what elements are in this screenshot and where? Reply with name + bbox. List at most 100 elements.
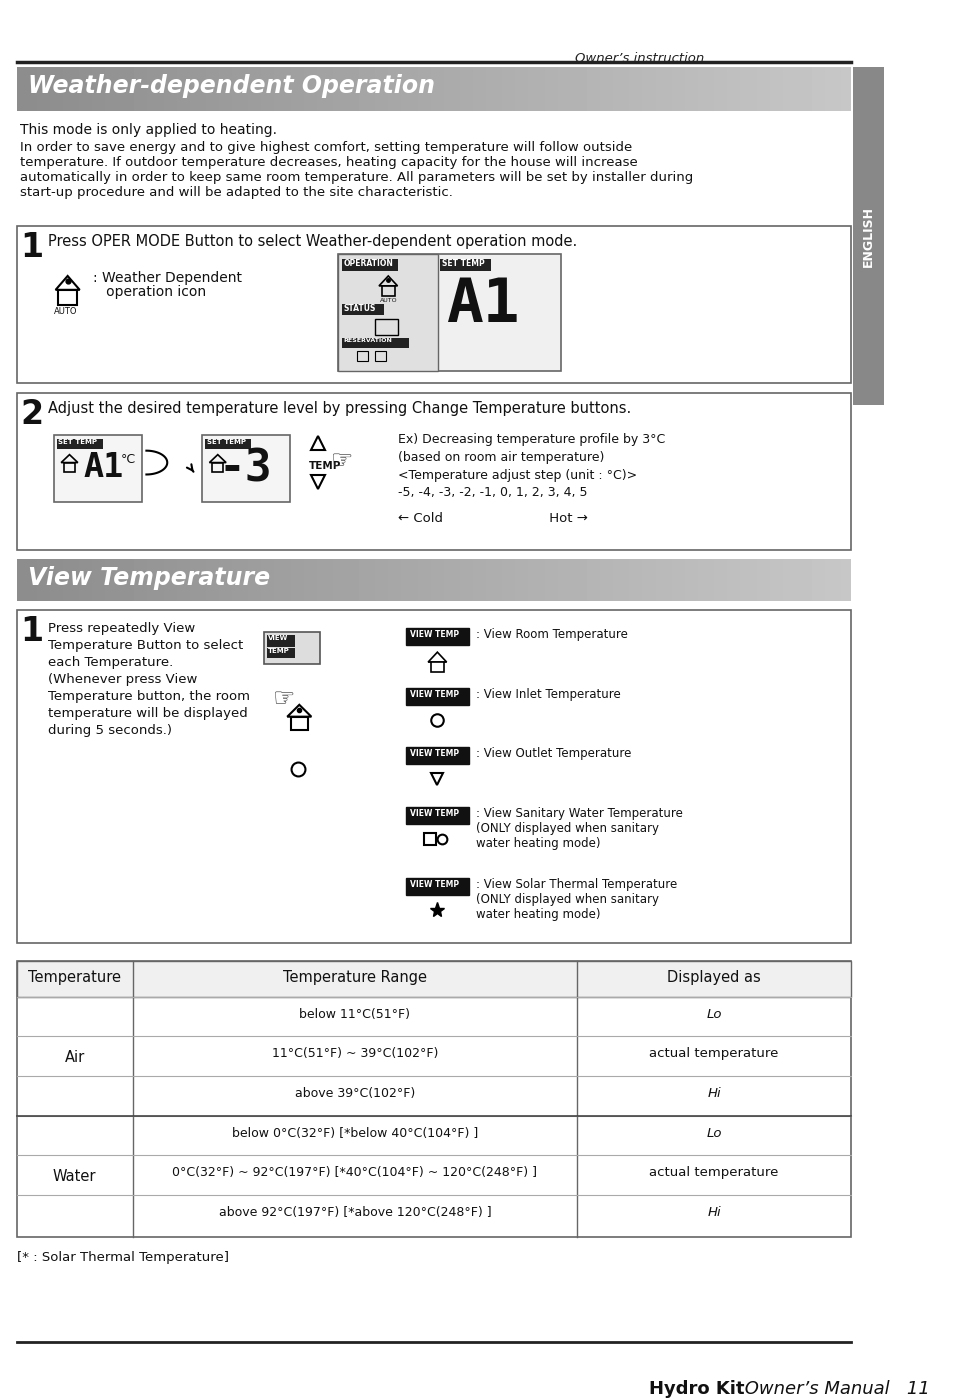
- Bar: [405, 748, 468, 764]
- Bar: [16, 960, 850, 1236]
- Text: 2: 2: [20, 398, 44, 431]
- Bar: [405, 806, 468, 823]
- Text: SET TEMP: SET TEMP: [207, 438, 245, 445]
- Bar: [381, 286, 395, 295]
- Text: Hi: Hi: [706, 1086, 720, 1100]
- Bar: [405, 878, 468, 896]
- Text: SET TEMP: SET TEMP: [58, 438, 97, 445]
- Text: 1: 1: [20, 616, 44, 648]
- Bar: [431, 662, 443, 672]
- Bar: [264, 633, 319, 664]
- Bar: [64, 462, 75, 472]
- Text: Temperature: Temperature: [28, 970, 121, 984]
- Bar: [341, 304, 383, 315]
- Bar: [16, 960, 850, 997]
- Bar: [58, 290, 77, 305]
- Text: In order to save energy and to give highest comfort, setting temperature will fo: In order to save energy and to give high…: [20, 141, 693, 199]
- Text: during 5 seconds.): during 5 seconds.): [49, 724, 172, 736]
- Bar: [405, 629, 468, 645]
- Text: : View Inlet Temperature: : View Inlet Temperature: [476, 687, 620, 701]
- Bar: [291, 717, 307, 729]
- Text: -3: -3: [218, 448, 272, 490]
- Text: : Weather Dependent: : Weather Dependent: [92, 272, 241, 286]
- Bar: [16, 227, 850, 384]
- Text: : View Sanitary Water Temperature: : View Sanitary Water Temperature: [476, 806, 682, 820]
- Text: RESERVATION: RESERVATION: [343, 339, 393, 343]
- Text: AUTO: AUTO: [379, 298, 397, 302]
- Text: VIEW TEMP: VIEW TEMP: [409, 690, 458, 699]
- Text: TEMP: TEMP: [308, 461, 340, 470]
- Text: VIEW: VIEW: [268, 636, 288, 641]
- Bar: [356, 351, 368, 361]
- Text: water heating mode): water heating mode): [476, 909, 600, 921]
- Text: (ONLY displayed when sanitary: (ONLY displayed when sanitary: [476, 893, 659, 906]
- Text: <Temperature adjust step (unit : °C)>: <Temperature adjust step (unit : °C)>: [398, 469, 637, 482]
- Text: Owner’s Manual   11: Owner’s Manual 11: [739, 1380, 929, 1397]
- Text: above 92°C(197°F) [*above 120°C(248°F) ]: above 92°C(197°F) [*above 120°C(248°F) ]: [218, 1205, 491, 1219]
- Bar: [16, 610, 850, 944]
- Text: This mode is only applied to heating.: This mode is only applied to heating.: [20, 123, 277, 137]
- Text: -5, -4, -3, -2, -1, 0, 1, 2, 3, 4, 5: -5, -4, -3, -2, -1, 0, 1, 2, 3, 4, 5: [398, 486, 587, 500]
- Text: VIEW TEMP: VIEW TEMP: [409, 630, 458, 640]
- Bar: [852, 67, 883, 405]
- Text: (Whenever press View: (Whenever press View: [49, 673, 197, 686]
- Text: STATUS: STATUS: [343, 304, 375, 312]
- Text: A1: A1: [445, 276, 518, 335]
- Bar: [439, 259, 491, 272]
- Text: : View Solar Thermal Temperature: : View Solar Thermal Temperature: [476, 878, 677, 892]
- Text: View Temperature: View Temperature: [28, 566, 270, 589]
- Text: Owner’s instruction: Owner’s instruction: [574, 52, 703, 64]
- Bar: [267, 636, 294, 647]
- Bar: [405, 687, 468, 704]
- Text: water heating mode): water heating mode): [476, 837, 600, 850]
- Text: actual temperature: actual temperature: [649, 1166, 778, 1179]
- Text: : View Outlet Temperature: : View Outlet Temperature: [476, 748, 631, 760]
- Bar: [375, 319, 397, 335]
- Text: Press repeatedly View: Press repeatedly View: [49, 623, 195, 636]
- Text: : View Room Temperature: : View Room Temperature: [476, 629, 627, 641]
- Text: Temperature Button to select: Temperature Button to select: [49, 640, 243, 652]
- Bar: [53, 435, 142, 503]
- Text: Lo: Lo: [705, 1008, 721, 1021]
- Text: Weather-dependent Operation: Weather-dependent Operation: [28, 74, 435, 98]
- Text: Air: Air: [65, 1050, 85, 1065]
- Text: Ex) Decreasing temperature profile by 3°C: Ex) Decreasing temperature profile by 3°…: [398, 433, 665, 445]
- Text: actual temperature: actual temperature: [649, 1047, 778, 1060]
- Text: Displayed as: Displayed as: [666, 970, 760, 984]
- Bar: [375, 351, 386, 361]
- Text: Temperature Range: Temperature Range: [283, 970, 426, 984]
- Text: °C: °C: [120, 452, 135, 466]
- Bar: [16, 393, 850, 550]
- Text: VIEW TEMP: VIEW TEMP: [409, 881, 458, 889]
- Text: [* : Solar Thermal Temperature]: [* : Solar Thermal Temperature]: [16, 1250, 229, 1264]
- Text: TEMP: TEMP: [268, 648, 290, 654]
- Text: Water: Water: [52, 1169, 96, 1184]
- Text: each Temperature.: each Temperature.: [49, 657, 173, 669]
- Text: VIEW TEMP: VIEW TEMP: [409, 749, 458, 759]
- Text: ENGLISH: ENGLISH: [861, 206, 874, 267]
- Text: ☞: ☞: [274, 687, 295, 711]
- Text: Temperature button, the room: Temperature button, the room: [49, 690, 250, 703]
- Text: Lo: Lo: [705, 1127, 721, 1140]
- Text: temperature will be displayed: temperature will be displayed: [49, 707, 248, 720]
- Bar: [205, 438, 251, 448]
- Bar: [202, 435, 290, 503]
- Text: Adjust the desired temperature level by pressing Change Temperature buttons.: Adjust the desired temperature level by …: [49, 400, 631, 416]
- Text: 1: 1: [20, 231, 44, 265]
- Text: VIEW TEMP: VIEW TEMP: [409, 809, 458, 818]
- Text: above 39°C(102°F): above 39°C(102°F): [294, 1086, 415, 1100]
- Bar: [341, 339, 408, 349]
- Text: SET TEMP: SET TEMP: [441, 259, 484, 267]
- Text: (ONLY displayed when sanitary: (ONLY displayed when sanitary: [476, 822, 659, 834]
- Text: A1: A1: [83, 451, 124, 483]
- Text: below 11°C(51°F): below 11°C(51°F): [299, 1008, 410, 1021]
- Text: OPERATION: OPERATION: [343, 259, 394, 267]
- Text: (based on room air temperature): (based on room air temperature): [398, 451, 604, 463]
- Bar: [212, 462, 223, 472]
- Text: Hi: Hi: [706, 1205, 720, 1219]
- Text: ☞: ☞: [331, 449, 353, 473]
- Text: ← Cold                         Hot →: ← Cold Hot →: [398, 512, 588, 525]
- Text: Press OPER MODE Button to select Weather-dependent operation mode.: Press OPER MODE Button to select Weather…: [49, 234, 577, 249]
- Bar: [341, 259, 397, 272]
- Text: Hydro Kit: Hydro Kit: [648, 1380, 743, 1397]
